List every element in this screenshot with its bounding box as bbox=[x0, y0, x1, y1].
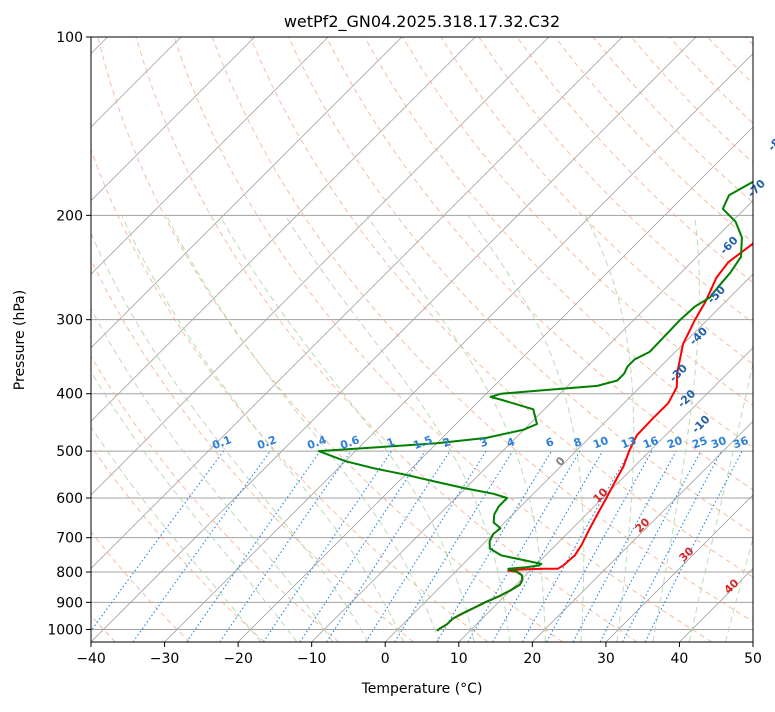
y-tick-label: 600 bbox=[56, 491, 83, 507]
x-tick-label: −10 bbox=[297, 651, 327, 667]
y-tick-label: 700 bbox=[56, 531, 83, 547]
x-tick-label: 0 bbox=[381, 651, 390, 667]
x-tick-label: 50 bbox=[744, 651, 762, 667]
y-axis-label: Pressure (hPa) bbox=[12, 290, 28, 390]
y-tick-label: 900 bbox=[56, 595, 83, 611]
x-tick-label: 40 bbox=[671, 651, 689, 667]
y-tick-label: 400 bbox=[56, 387, 83, 403]
y-tick-label: 200 bbox=[56, 208, 83, 224]
x-tick-label: 30 bbox=[597, 651, 615, 667]
y-tick-label: 1000 bbox=[47, 622, 83, 638]
x-tick-label: 20 bbox=[523, 651, 541, 667]
x-tick-label: −30 bbox=[150, 651, 180, 667]
x-tick-label: 10 bbox=[450, 651, 468, 667]
y-tick-label: 800 bbox=[56, 565, 83, 581]
x-tick-label: −40 bbox=[76, 651, 106, 667]
x-axis-label: Temperature (°C) bbox=[361, 681, 483, 697]
x-tick-label: −20 bbox=[223, 651, 253, 667]
chart-title: wetPf2_GN04.2025.318.17.32.C32 bbox=[284, 12, 560, 32]
y-tick-label: 100 bbox=[56, 30, 83, 46]
y-tick-label: 300 bbox=[56, 313, 83, 329]
y-tick-label: 500 bbox=[56, 444, 83, 460]
